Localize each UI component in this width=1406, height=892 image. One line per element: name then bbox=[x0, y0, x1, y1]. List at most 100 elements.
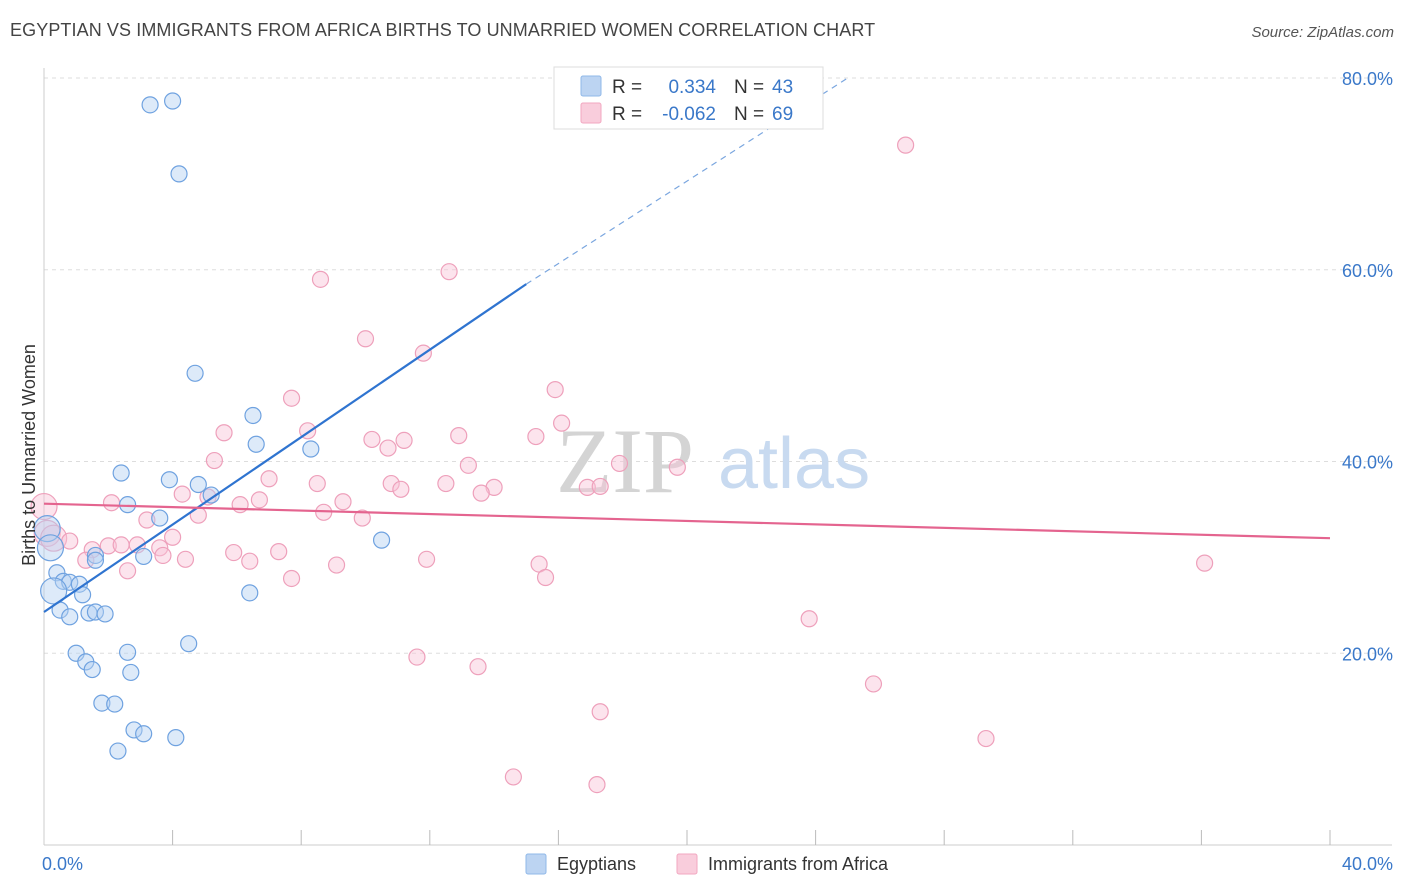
immigrants-point bbox=[30, 492, 58, 521]
egyptians-point bbox=[118, 496, 137, 514]
egyptians-point bbox=[186, 364, 204, 382]
trend-line-immigrants bbox=[43, 502, 1331, 540]
egyptians-point bbox=[86, 546, 105, 565]
immigrants-point bbox=[215, 424, 233, 442]
immigrants-point bbox=[977, 729, 995, 748]
immigrants-point bbox=[353, 509, 371, 527]
egyptians-point bbox=[247, 435, 265, 453]
x-tick-label-max: 40.0% bbox=[1342, 854, 1393, 874]
immigrants-point bbox=[260, 470, 278, 488]
stats-r-label-egyptians: R = bbox=[612, 77, 642, 98]
egyptians-point bbox=[93, 694, 111, 712]
egyptians-point bbox=[164, 92, 182, 110]
immigrants-point bbox=[112, 536, 130, 554]
immigrants-point bbox=[154, 546, 172, 565]
immigrants-point bbox=[472, 484, 490, 502]
immigrants-point bbox=[864, 675, 883, 693]
immigrants-point bbox=[1196, 554, 1214, 572]
egyptians-point bbox=[83, 660, 101, 679]
y-tick-label-60: 60.0% bbox=[1342, 261, 1393, 281]
immigrants-point bbox=[591, 703, 609, 721]
egyptians-point bbox=[160, 471, 178, 489]
immigrants-point bbox=[504, 768, 522, 786]
immigrants-point bbox=[417, 550, 436, 568]
egyptians-point bbox=[96, 605, 114, 623]
egyptians-point bbox=[48, 564, 66, 582]
series-egyptians bbox=[33, 92, 391, 760]
immigrants-point bbox=[578, 478, 596, 496]
immigrants-point bbox=[527, 427, 545, 446]
egyptians-point bbox=[189, 475, 207, 494]
immigrants-point bbox=[897, 136, 915, 154]
egyptians-point bbox=[170, 165, 188, 183]
x-tick-label-min: 0.0% bbox=[42, 854, 83, 874]
watermark-atlas: atlas bbox=[718, 424, 870, 504]
immigrants-point bbox=[327, 556, 346, 574]
legend-label-immigrants: Immigrants from Africa bbox=[708, 854, 889, 874]
axes bbox=[43, 68, 1392, 846]
immigrants-point bbox=[225, 543, 243, 562]
egyptians-point bbox=[118, 643, 137, 661]
bottom-legend: Egyptians Immigrants from Africa bbox=[525, 853, 889, 875]
immigrants-point bbox=[668, 458, 686, 476]
y-axis-title: Births to Unmarried Women bbox=[19, 344, 39, 566]
immigrants-point bbox=[173, 485, 191, 503]
egyptians-point bbox=[180, 635, 198, 653]
egyptians-point bbox=[167, 729, 185, 747]
egyptians-point bbox=[125, 721, 143, 739]
y-tick-label-40: 40.0% bbox=[1342, 453, 1393, 473]
immigrants-point bbox=[450, 427, 468, 445]
immigrants-point bbox=[437, 474, 455, 493]
stats-r-value-egyptians: 0.334 bbox=[668, 77, 716, 98]
egyptians-point bbox=[109, 742, 127, 760]
immigrants-point bbox=[379, 439, 397, 457]
egyptians-point bbox=[151, 509, 169, 527]
immigrants-point bbox=[610, 454, 629, 473]
immigrants-point bbox=[588, 775, 606, 794]
immigrants-point bbox=[118, 562, 137, 580]
egyptians-point bbox=[61, 608, 79, 626]
immigrants-point bbox=[77, 551, 95, 569]
immigrants-point bbox=[408, 648, 426, 666]
immigrants-point bbox=[546, 380, 564, 399]
immigrants-point bbox=[308, 474, 326, 493]
egyptians-point bbox=[40, 577, 68, 605]
egyptians-point bbox=[122, 663, 140, 682]
immigrants-point bbox=[205, 451, 223, 470]
immigrants-point bbox=[231, 496, 249, 514]
trend-line-egyptians-extension bbox=[525, 77, 849, 285]
y-tick-label-20: 20.0% bbox=[1342, 644, 1393, 664]
stats-n-label-immigrants: N = bbox=[734, 104, 764, 125]
y-tick-labels: 20.0% 40.0% 60.0% 80.0% bbox=[1342, 69, 1393, 664]
immigrants-point bbox=[102, 494, 121, 512]
stats-r-label-immigrants: R = bbox=[612, 104, 642, 125]
watermark-zip: ZIP bbox=[556, 410, 694, 512]
egyptians-point bbox=[86, 551, 105, 569]
immigrants-point bbox=[392, 480, 410, 498]
immigrants-point bbox=[282, 389, 301, 407]
gridlines bbox=[44, 77, 1392, 654]
egyptians-point bbox=[141, 96, 159, 114]
stats-swatch-immigrants bbox=[580, 102, 602, 124]
egyptians-point bbox=[244, 406, 262, 425]
watermark: ZIP atlas bbox=[556, 410, 870, 512]
immigrants-point bbox=[591, 477, 609, 496]
immigrants-point bbox=[270, 543, 288, 561]
immigrants-point bbox=[176, 550, 195, 568]
stats-n-label-egyptians: N = bbox=[734, 77, 764, 98]
legend-swatch-immigrants bbox=[676, 853, 698, 875]
egyptians-point bbox=[67, 644, 85, 662]
immigrants-point bbox=[138, 511, 156, 529]
immigrants-point bbox=[800, 610, 818, 628]
immigrants-point bbox=[395, 431, 413, 450]
immigrants-point bbox=[250, 491, 269, 509]
source-label: Source: ZipAtlas.com bbox=[1251, 24, 1394, 41]
immigrants-point bbox=[459, 456, 477, 474]
immigrants-point bbox=[356, 330, 375, 348]
stats-legend-box: R = 0.334 N = 43 R = -0.062 N = 69 bbox=[553, 66, 824, 130]
egyptians-point bbox=[112, 464, 130, 482]
egyptians-point bbox=[106, 695, 124, 713]
y-tick-label-80: 80.0% bbox=[1342, 69, 1393, 89]
immigrants-point bbox=[440, 263, 458, 281]
egyptians-point bbox=[241, 584, 259, 602]
